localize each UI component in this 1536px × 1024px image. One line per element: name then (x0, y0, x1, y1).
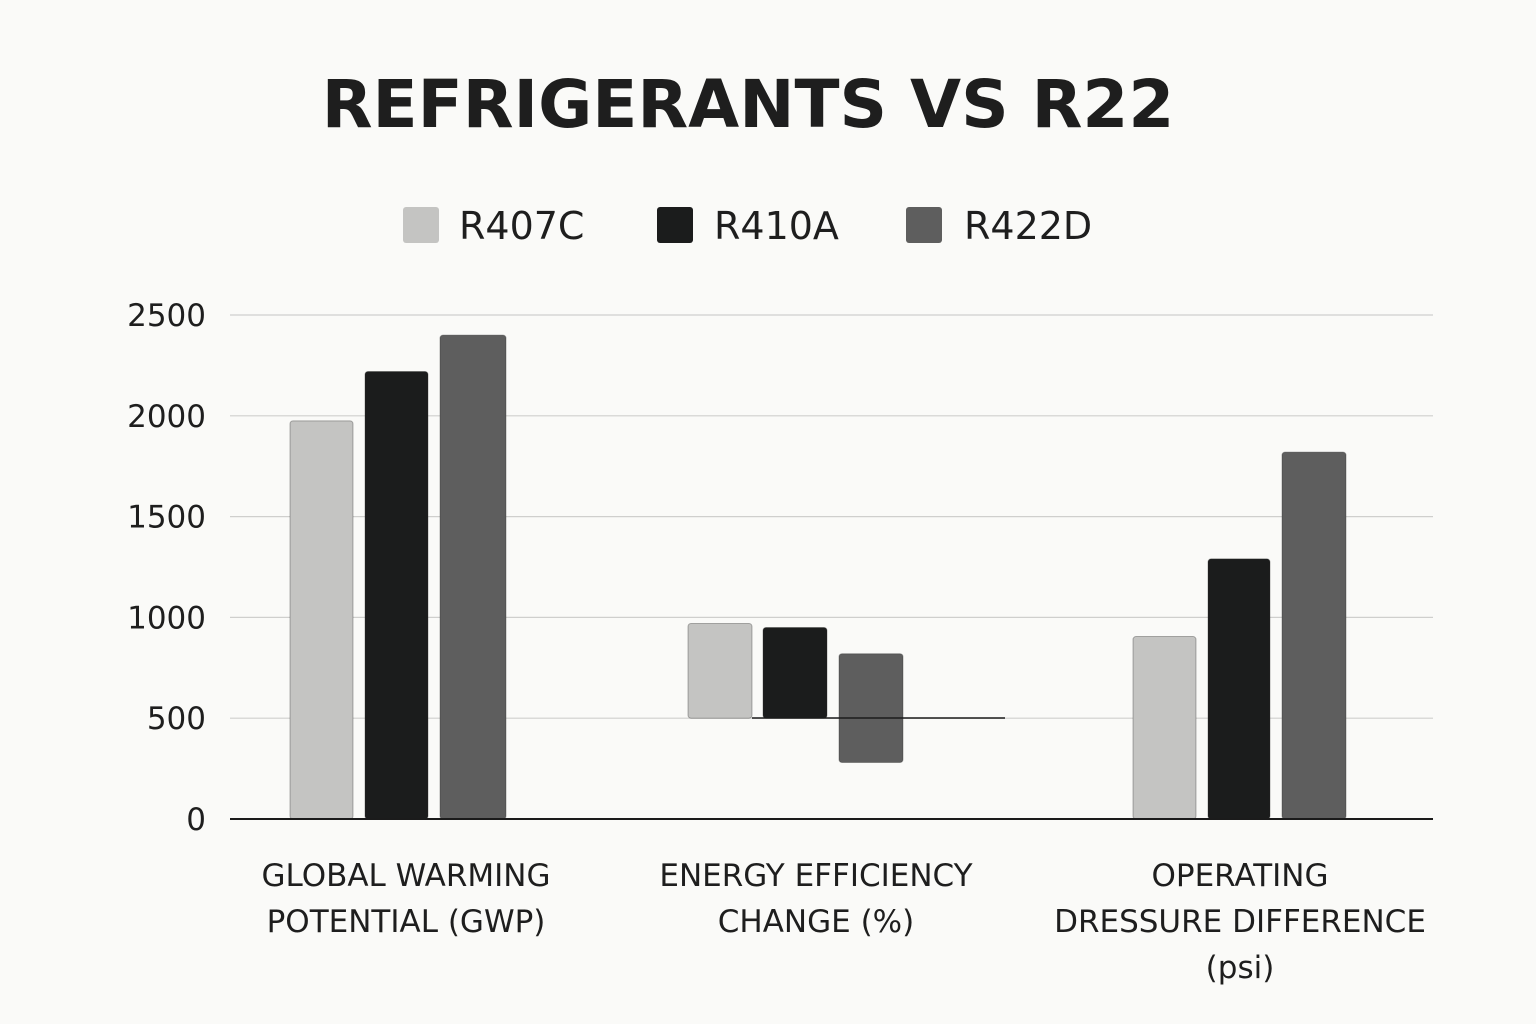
y-tick-label: 1500 (127, 500, 206, 536)
bar-r410a-cat0 (364, 370, 429, 820)
y-tick-label: 2500 (127, 298, 206, 334)
x-category-label: (psi) (1206, 950, 1275, 986)
bar-r407c-cat2 (1132, 636, 1197, 820)
bar-r410a-cat2 (1207, 558, 1271, 820)
bar-r422d-cat0 (439, 334, 507, 820)
y-tick-label: 500 (147, 701, 206, 737)
legend-label-r407c: R407C (459, 204, 584, 248)
bar-r422d-cat2 (1281, 451, 1347, 820)
bars (289, 334, 1347, 820)
x-axis: GLOBAL WARMING POTENTIAL (GWP) ENERGY EFFI… (262, 858, 1426, 986)
y-tick-label: 2000 (127, 399, 206, 435)
chart-title: REFRIGERANTS VS R22 (322, 66, 1175, 143)
bar-r407c-cat0 (289, 420, 354, 820)
legend-swatch-r422d (906, 207, 942, 243)
legend-label-r422d: R422D (964, 204, 1092, 248)
legend-swatch-r407c (403, 207, 439, 243)
y-axis: 0 500 1000 1500 2000 2500 (127, 298, 206, 838)
x-category-label: OPERATING (1151, 858, 1328, 894)
x-category-label: DRESSURE DIFFERENCE (1054, 904, 1426, 940)
y-tick-label: 0 (186, 802, 206, 838)
x-category-label: POTENTIAL (GWP) (267, 904, 546, 940)
legend-swatch-r410a (657, 207, 693, 243)
x-category-label: GLOBAL WARMING (262, 858, 551, 894)
legend: R407C R410A R422D (403, 204, 1092, 248)
bar-r422d-cat1 (838, 653, 904, 764)
x-category-label: CHANGE (%) (718, 904, 914, 940)
bar-r410a-cat1 (762, 626, 828, 719)
y-tick-label: 1000 (127, 600, 206, 636)
legend-label-r410a: R410A (714, 204, 839, 248)
bar-r407c-cat1 (687, 622, 753, 719)
x-category-label: ENERGY EFFICIENCY (659, 858, 972, 894)
